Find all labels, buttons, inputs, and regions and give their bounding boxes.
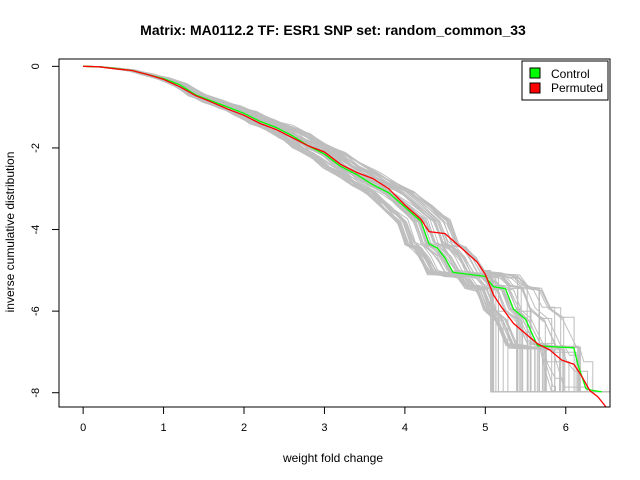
- x-axis-label: weight fold change: [282, 451, 383, 465]
- chart-title: Matrix: MA0112.2 TF: ESR1 SNP set: rando…: [140, 22, 526, 38]
- x-tick-label: 3: [321, 422, 327, 434]
- y-tick-label: 0: [30, 63, 42, 69]
- x-tick-label: 2: [241, 422, 247, 434]
- y-axis-label: inverse cumulative distribution: [3, 152, 17, 313]
- y-tick-label: -8: [30, 388, 42, 398]
- y-tick-label: -2: [30, 143, 42, 153]
- legend: Control Permuted: [521, 60, 609, 101]
- x-tick-label: 4: [402, 422, 408, 434]
- x-tick-label: 5: [482, 422, 488, 434]
- legend-swatch-control: [529, 67, 541, 79]
- x-axis: 0 1 2 3 4 5 6: [80, 406, 569, 434]
- x-tick-label: 1: [161, 422, 167, 434]
- series-line-permuted: [83, 65, 607, 407]
- y-axis: 0 -2 -4 -6 -8: [30, 63, 60, 398]
- x-tick-label: 0: [80, 422, 86, 434]
- legend-swatch-permuted: [529, 82, 541, 94]
- background-series-line: [83, 65, 610, 393]
- x-tick-label: 6: [563, 422, 569, 434]
- highlighted-series-group: [83, 65, 607, 407]
- legend-label-control: Control: [551, 67, 590, 81]
- series-line-control: [83, 65, 603, 393]
- y-tick-label: -4: [30, 225, 42, 235]
- background-series-group: [83, 65, 610, 393]
- legend-label-permuted: Permuted: [551, 81, 603, 95]
- background-series-line: [83, 65, 610, 393]
- y-tick-label: -6: [30, 306, 42, 316]
